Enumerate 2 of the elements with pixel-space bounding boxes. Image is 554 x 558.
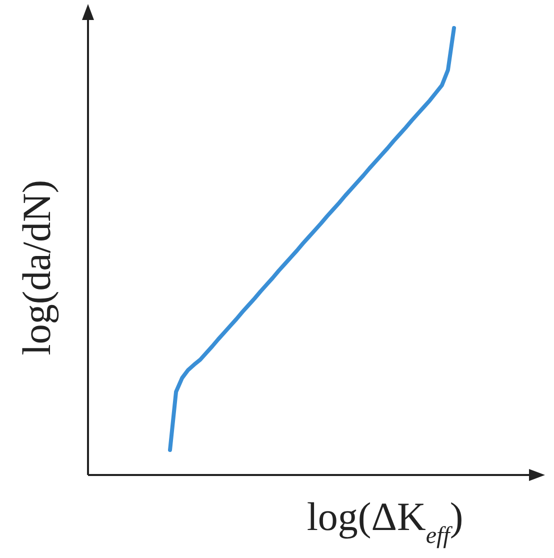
- y-axis-title: log(da/dN): [14, 180, 59, 356]
- x-axis-title: log(ΔK$_{eff}$): [306, 494, 464, 549]
